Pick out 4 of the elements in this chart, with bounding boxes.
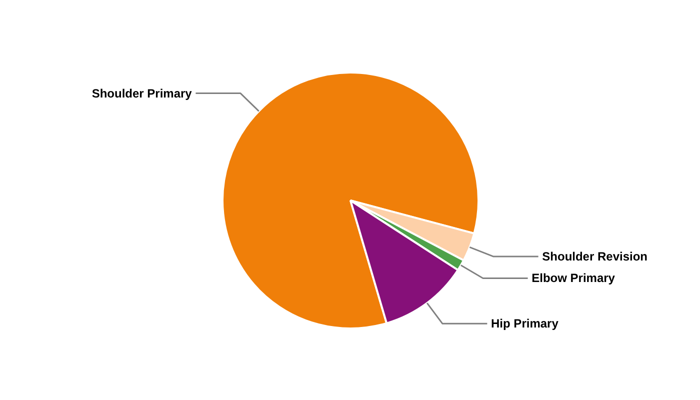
slice-label: Shoulder Primary [92, 86, 192, 100]
slice-label: Hip Primary [491, 316, 559, 331]
slice-label: Shoulder Revision [542, 250, 648, 264]
slice-label: Elbow Primary [532, 271, 616, 286]
